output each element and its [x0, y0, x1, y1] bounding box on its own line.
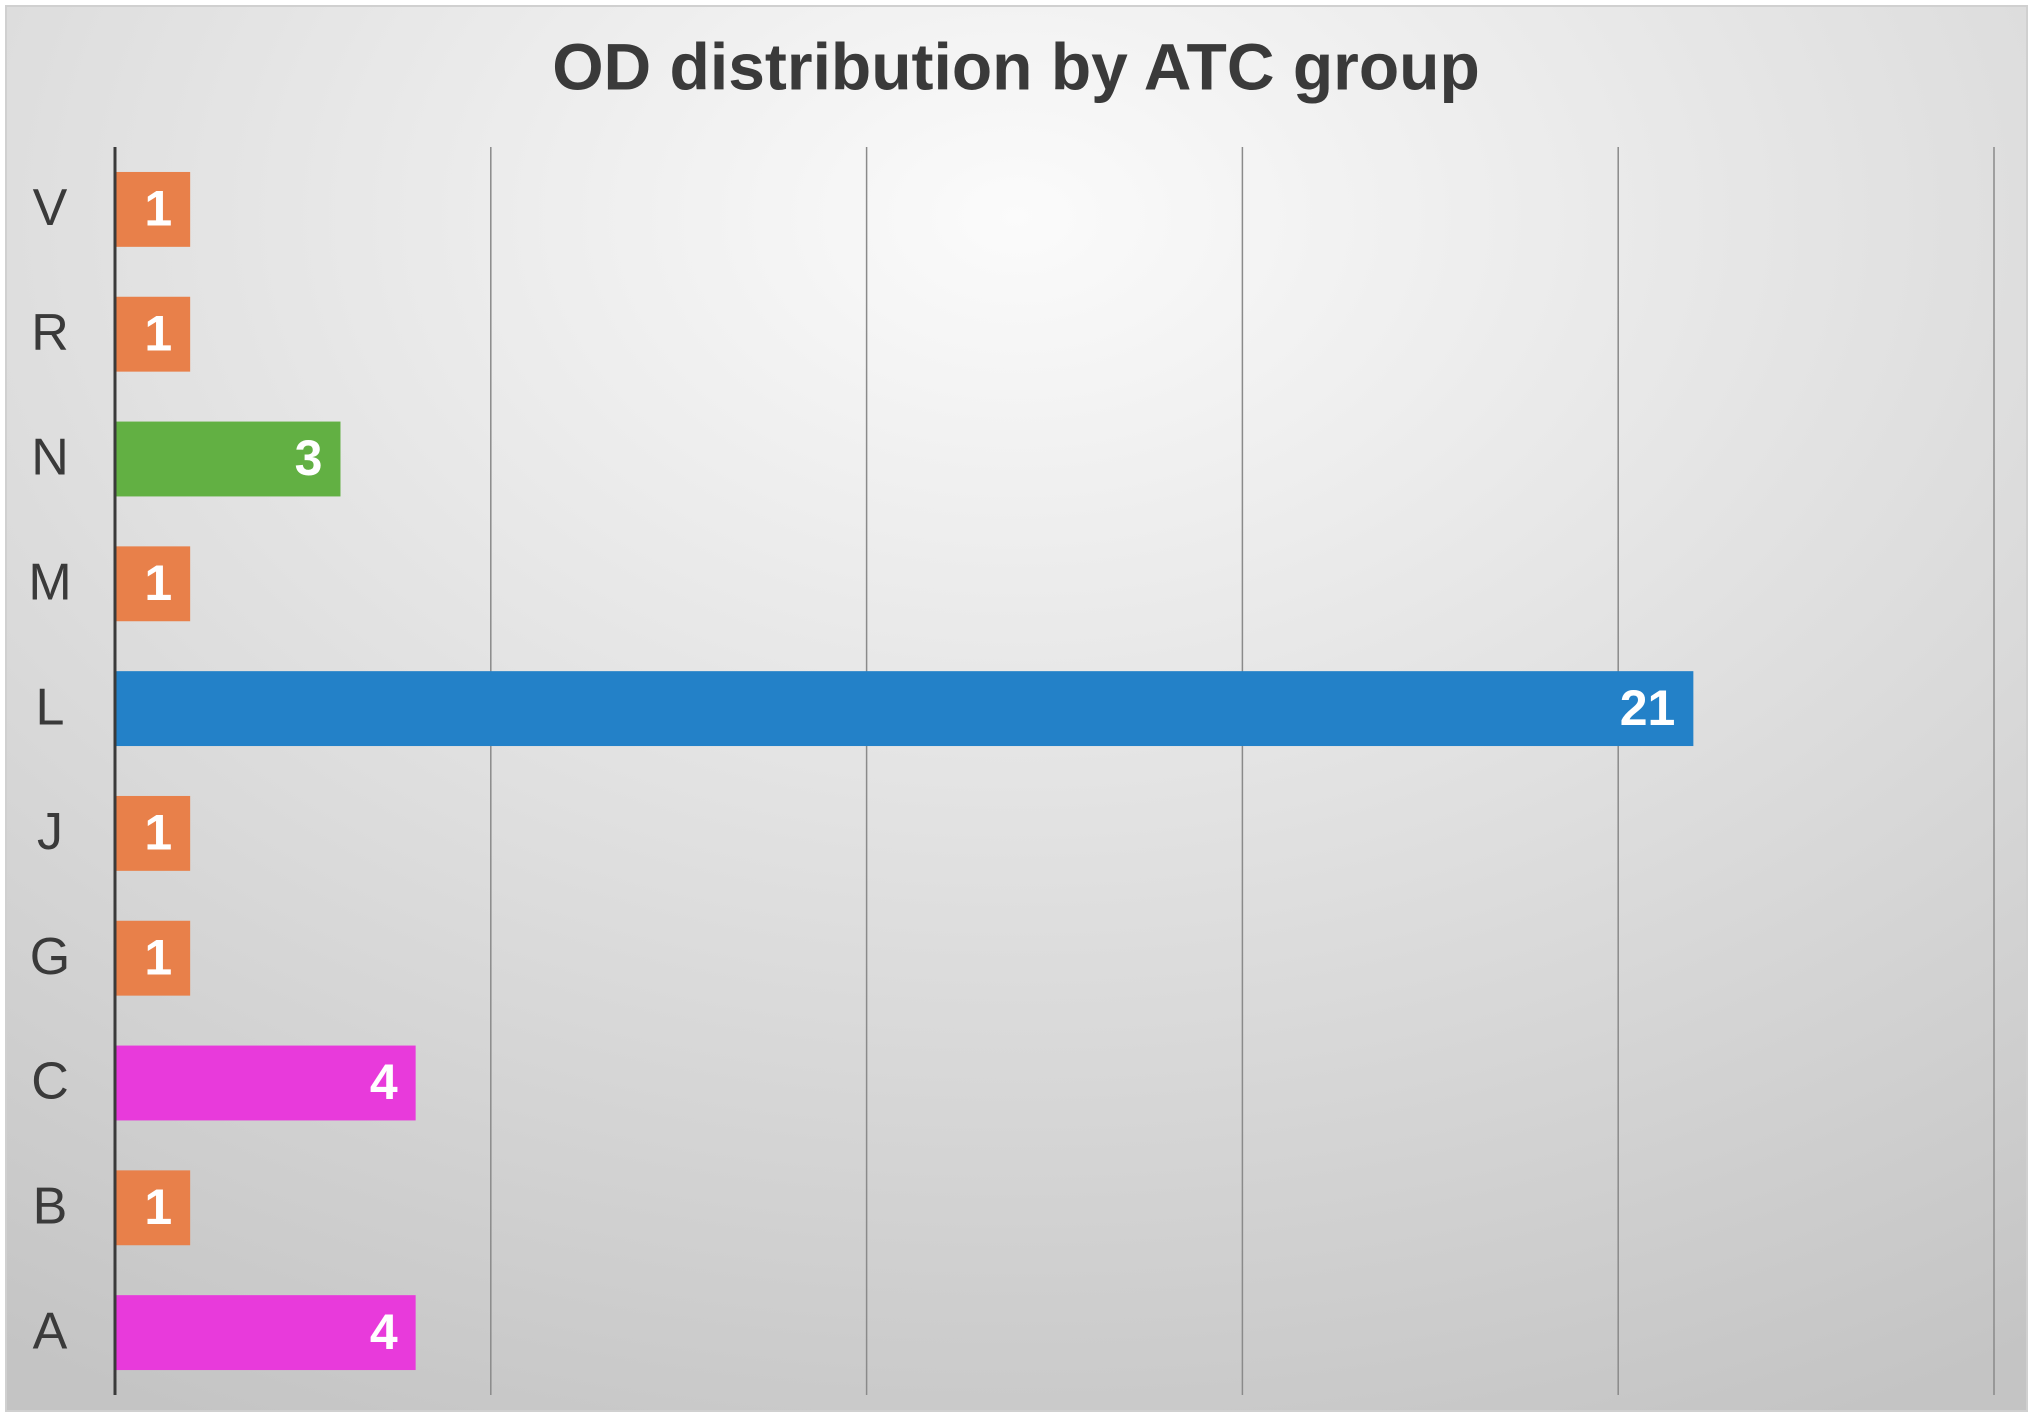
- bar: [115, 546, 191, 622]
- bar: [115, 795, 191, 871]
- y-tick-label: V: [33, 179, 68, 237]
- y-tick-label: C: [31, 1053, 69, 1111]
- bar: [115, 671, 1694, 747]
- data-label: 1: [144, 555, 172, 611]
- y-tick-label: M: [28, 554, 71, 612]
- y-tick-label: L: [36, 678, 65, 736]
- data-label: 4: [370, 1054, 398, 1110]
- data-label: 1: [144, 181, 172, 237]
- bar: [115, 171, 191, 247]
- data-label: 1: [144, 805, 172, 861]
- y-tick-label: A: [33, 1302, 68, 1360]
- chart-title: OD distribution by ATC group: [552, 29, 1480, 103]
- plot-area: V 1 R 1 N 3 M 1 L 21 J 1 G 1 C 4 B 1 A 4: [28, 147, 1995, 1395]
- data-label: 21: [1620, 680, 1676, 736]
- bar: [115, 920, 191, 996]
- bar: [115, 296, 191, 372]
- y-tick-label: G: [30, 928, 70, 986]
- y-tick-label: J: [37, 803, 63, 861]
- bar: [115, 421, 341, 497]
- y-tick-label: N: [31, 429, 69, 487]
- data-label: 4: [370, 1304, 398, 1360]
- bar: [115, 1295, 416, 1371]
- data-label: 1: [144, 1179, 172, 1235]
- data-label: 1: [144, 305, 172, 361]
- y-tick-label: B: [33, 1178, 68, 1236]
- data-label: 3: [295, 430, 323, 486]
- y-tick-label: R: [31, 304, 69, 362]
- data-label: 1: [144, 929, 172, 985]
- bar: [115, 1045, 416, 1121]
- bar: [115, 1170, 191, 1246]
